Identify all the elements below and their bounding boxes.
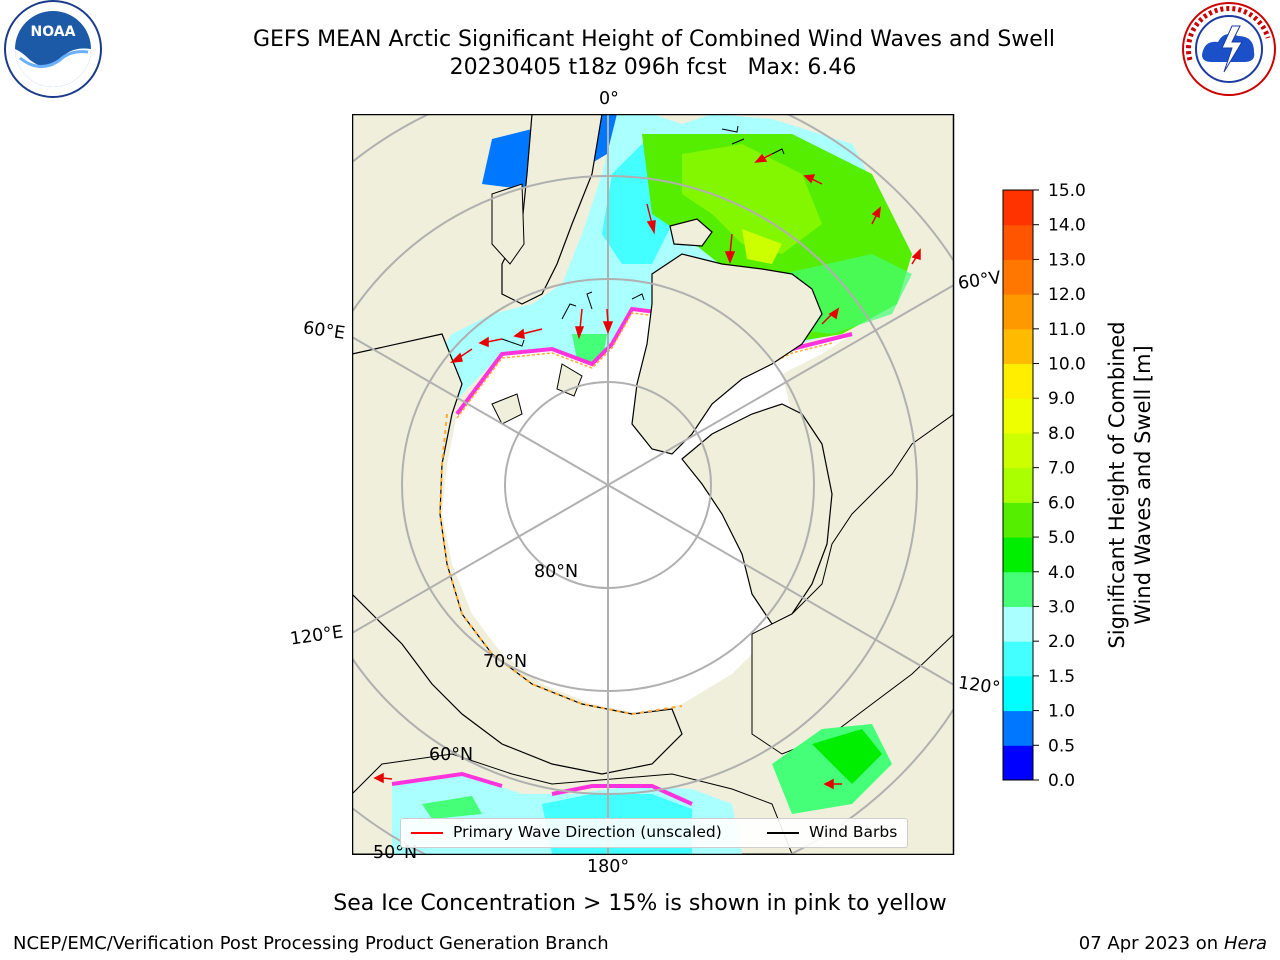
- colorbar: 0.0 0.5 1.0 1.5 2.0 3.0 4.0 5.0 6.0 7.0 8.0 9.0 10.0…: [1002, 182, 1086, 788]
- wave-region-peak: [742, 229, 782, 264]
- colorbar-bin: [1003, 641, 1033, 677]
- colorbar-tick-label: 5.0: [1048, 528, 1075, 548]
- nws-logo: [1182, 2, 1276, 96]
- latitude-label-80n: 80°N: [534, 562, 579, 582]
- colorbar-tick-label: 0.0: [1048, 771, 1075, 788]
- colorbar-bin: [1003, 537, 1033, 573]
- colorbar-tick-label: 4.0: [1048, 563, 1075, 583]
- arctic-sea-ice: [442, 309, 852, 714]
- colorbar-tick-label: 15.0: [1048, 182, 1086, 201]
- footer-credit: NCEP/EMC/Verification Post Processing Pr…: [13, 933, 609, 954]
- noaa-logo-text: NOAA: [31, 24, 76, 40]
- map-legend: Primary Wave Direction (unscaled) Wind B…: [400, 818, 908, 848]
- legend-primary-wave-swatch: [411, 832, 443, 834]
- colorbar-tick-label: 14.0: [1048, 216, 1086, 236]
- meridian-label-120w: 120°: [956, 673, 1002, 699]
- colorbar-tick-label: 13.0: [1048, 250, 1086, 270]
- colorbar-tick-label: 11.0: [1048, 320, 1086, 340]
- iceland: [669, 218, 713, 247]
- meridian-label-60w: 60°V: [956, 268, 1003, 294]
- polar-stereographic-map: [352, 114, 955, 855]
- colorbar-tick-label: 0.5: [1048, 736, 1075, 756]
- colorbar-bin: [1003, 363, 1033, 399]
- legend-wind-barbs-label: Wind Barbs: [809, 823, 898, 841]
- colorbar-bin: [1003, 190, 1033, 226]
- colorbar-bin: [1003, 224, 1033, 260]
- colorbar-bin: [1003, 294, 1033, 330]
- legend-primary-wave-label: Primary Wave Direction (unscaled): [453, 823, 722, 841]
- colorbar-bin: [1003, 745, 1033, 781]
- colorbar-tick-label: 8.0: [1048, 424, 1075, 444]
- latitude-label-60n: 60°N: [429, 745, 474, 765]
- meridian-label-0: 0°: [599, 89, 619, 109]
- colorbar-tick-label: 3.0: [1048, 597, 1075, 617]
- colorbar-frame: [1002, 189, 1034, 781]
- colorbar-bin: [1003, 398, 1033, 434]
- colorbar-tick-label: 2.0: [1048, 632, 1075, 652]
- colorbar-bin: [1003, 328, 1033, 365]
- colorbar-label: Significant Height of Combined Wind Wave…: [1105, 321, 1155, 649]
- meridian-label-180: 180°: [587, 857, 630, 877]
- wave-region-north-atlantic-peak: [682, 144, 822, 254]
- legend-wind-barbs-swatch: [767, 832, 799, 834]
- colorbar-bin: [1003, 259, 1033, 295]
- greenland: [631, 253, 823, 455]
- colorbar-bin: [1003, 675, 1033, 712]
- wind-barbs: [501, 125, 785, 347]
- latitude-label-50n: 50°N: [373, 843, 418, 863]
- colorbar-tick-label: 10.0: [1048, 355, 1086, 375]
- colorbar-tick-label: 6.0: [1048, 493, 1075, 513]
- colorbar-bin: [1003, 502, 1033, 538]
- canadian-archipelago: [681, 403, 833, 625]
- wave-direction-arrows: [373, 153, 921, 790]
- colorbar-tick-label: 12.0: [1048, 285, 1086, 305]
- latitude-label-70n: 70°N: [483, 652, 528, 672]
- noaa-logo: NOAA: [4, 0, 102, 98]
- colorbar-tick-label: 7.0: [1048, 459, 1075, 479]
- footer-date: 07 Apr 2023 on Hera: [1078, 933, 1267, 954]
- colorbar-bin: [1003, 606, 1033, 642]
- meridian-grid: [352, 114, 954, 854]
- colorbar-tick-label: 1.0: [1048, 702, 1075, 722]
- colorbar-bin: [1003, 710, 1033, 746]
- colorbar-bin: [1003, 571, 1033, 607]
- chart-subtitle: 20230405 t18z 096h fcst Max: 6.46: [449, 55, 857, 80]
- chart-title: GEFS MEAN Arctic Significant Height of C…: [252, 27, 1056, 52]
- footer-machine: Hera: [1223, 933, 1267, 954]
- meridian-label-60e: 60°E: [301, 318, 347, 344]
- meridian-label-120e: 120°E: [288, 622, 345, 650]
- colorbar-tick-label: 1.5: [1048, 667, 1075, 687]
- ice-edge-siberia: [438, 413, 683, 716]
- colorbar-tick-label: 9.0: [1048, 389, 1075, 409]
- sea-ice-note: Sea Ice Concentration > 15% is shown in …: [333, 891, 947, 916]
- colorbar-bin: [1003, 467, 1033, 503]
- colorbar-bin: [1003, 432, 1033, 469]
